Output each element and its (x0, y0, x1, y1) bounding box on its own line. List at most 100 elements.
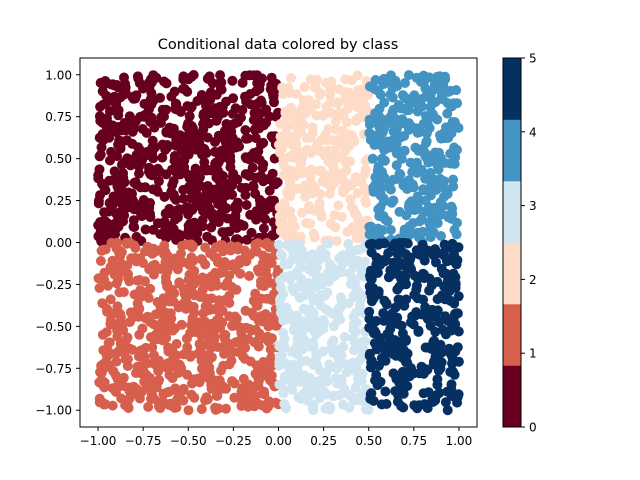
scatter-point (329, 169, 340, 180)
scatter-point (109, 269, 120, 280)
scatter-point (103, 338, 114, 348)
scatter-point (183, 143, 194, 154)
scatter-point (104, 119, 115, 130)
y-tick-label: −0.75 (35, 362, 72, 376)
scatter-point (162, 324, 173, 335)
scatter-point (352, 188, 363, 199)
scatter-point (453, 242, 464, 253)
scatter-point (423, 202, 434, 213)
scatter-point (298, 95, 309, 106)
scatter-point (161, 104, 172, 115)
scatter-point (126, 253, 137, 264)
scatter-point (201, 275, 211, 286)
x-tick-label: 0.25 (310, 434, 337, 448)
scatter-point (233, 117, 243, 128)
scatter-point (142, 146, 153, 157)
scatter-point (268, 311, 279, 322)
scatter-point (260, 239, 270, 250)
scatter-point (362, 106, 373, 117)
scatter-point (149, 122, 160, 133)
scatter-point (275, 131, 286, 142)
scatter-point (273, 239, 284, 250)
class-5-points (364, 237, 464, 416)
scatter-point (200, 259, 211, 270)
scatter-point (202, 394, 213, 405)
scatter-point (187, 313, 198, 323)
colorbar-segment-2 (503, 242, 521, 305)
scatter-point (330, 344, 341, 355)
scatter-point (127, 194, 138, 205)
scatter-point (439, 176, 450, 187)
x-tick-label: 1.00 (446, 434, 473, 448)
scatter-point (202, 199, 213, 210)
scatter-point (357, 258, 368, 268)
scatter-point (388, 135, 398, 145)
scatter-point (300, 180, 311, 191)
scatter-point (418, 145, 429, 156)
scatter-point (132, 275, 143, 286)
scatter-point (342, 142, 353, 153)
y-tick-label: 0.25 (45, 194, 72, 208)
scatter-point (266, 352, 277, 363)
scatter-point (289, 221, 300, 232)
scatter-point (283, 259, 294, 269)
scatter-point (395, 273, 406, 284)
scatter-point (430, 326, 441, 337)
scatter-point (173, 104, 184, 115)
x-tick-label: −1.00 (80, 434, 117, 448)
scatter-point (394, 281, 405, 292)
scatter-point (371, 259, 382, 270)
scatter-point (448, 174, 459, 185)
scatter-point (380, 386, 391, 397)
scatter-point (292, 266, 303, 277)
scatter-point (161, 78, 172, 89)
scatter-point (367, 153, 378, 164)
scatter-point (253, 341, 264, 352)
scatter-point (222, 187, 233, 198)
scatter-point (160, 223, 171, 234)
scatter-point (279, 199, 290, 210)
scatter-point (248, 295, 259, 306)
scatter-point (267, 295, 278, 306)
scatter-point (133, 311, 144, 322)
scatter-point (401, 105, 412, 116)
scatter-point (113, 105, 124, 116)
scatter-point (143, 203, 154, 213)
scatter-point (163, 208, 174, 219)
scatter-point (358, 388, 368, 399)
scatter-point (217, 101, 228, 112)
scatter-point (402, 348, 413, 359)
scatter-point (316, 212, 327, 222)
scatter-point (214, 182, 225, 193)
scatter-point (451, 308, 462, 319)
scatter-point (242, 234, 252, 245)
scatter-point (297, 207, 307, 218)
scatter-point (161, 127, 172, 138)
chart-title: Conditional data colored by class (158, 37, 399, 53)
scatter-point (416, 213, 427, 224)
scatter-point (244, 324, 255, 334)
scatter-point (274, 139, 284, 150)
scatter-point (317, 110, 328, 121)
scatter-point (111, 209, 122, 219)
scatter-point (378, 193, 389, 204)
scatter-point (390, 302, 401, 313)
scatter-point (419, 269, 430, 280)
scatter-point (194, 339, 205, 349)
colorbar-segment-4 (503, 119, 521, 182)
scatter-point (114, 317, 125, 328)
scatter-point (257, 73, 267, 84)
scatter-point (409, 90, 420, 101)
scatter-point (274, 379, 285, 390)
scatter-point (388, 257, 399, 268)
scatter-point (249, 124, 260, 135)
scatter-point (338, 129, 349, 140)
scatter-point (425, 229, 436, 240)
scatter-point (217, 227, 228, 238)
scatter-point (437, 290, 447, 301)
scatter-point (411, 245, 422, 256)
scatter-point (248, 310, 259, 321)
scatter-point (241, 133, 252, 144)
scatter-point (423, 387, 434, 398)
scatter-point (167, 180, 178, 190)
